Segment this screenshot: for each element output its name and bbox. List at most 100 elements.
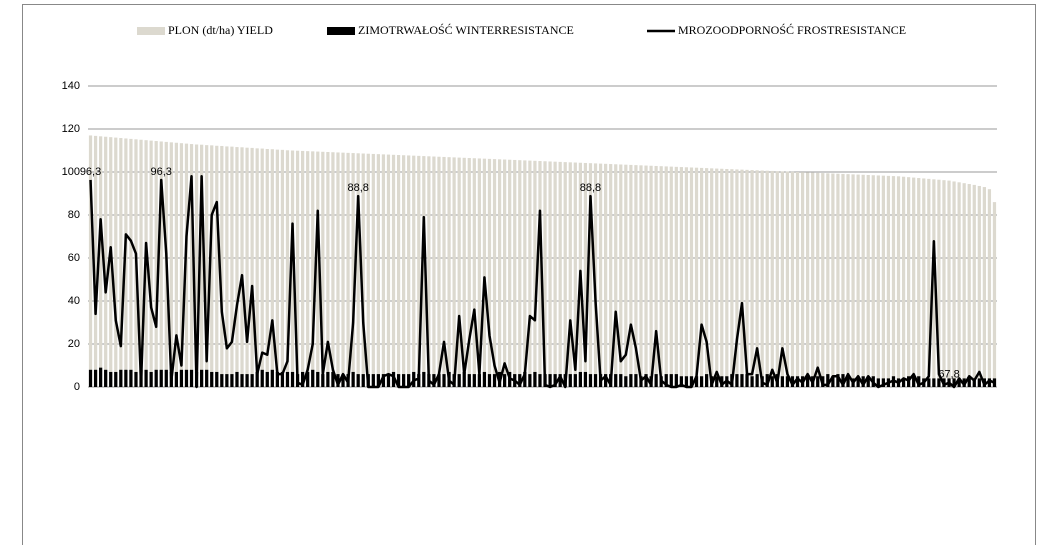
bar — [624, 376, 628, 387]
bar — [932, 378, 936, 387]
bar — [654, 165, 658, 387]
bar — [442, 156, 446, 387]
legend: PLON (dt/ha) YIELD ZIMOTRWAŁOŚĆ WINTERRES… — [137, 23, 906, 37]
bar — [614, 374, 618, 387]
bar — [694, 167, 699, 387]
bar — [270, 369, 274, 387]
bar — [583, 162, 588, 387]
bar — [472, 374, 476, 387]
bar — [649, 165, 653, 387]
bar — [816, 376, 820, 387]
bar — [689, 167, 694, 387]
bar — [114, 137, 118, 387]
bar — [311, 151, 315, 387]
bar — [215, 371, 219, 387]
y-tick-label: 100 — [62, 166, 80, 178]
bar — [407, 155, 411, 387]
bar — [977, 378, 981, 387]
bar — [573, 374, 577, 387]
bar — [710, 168, 714, 387]
bar — [755, 374, 759, 387]
bar — [876, 378, 880, 387]
y-tick-label: 140 — [62, 80, 80, 92]
bar — [139, 139, 143, 387]
bar — [235, 147, 239, 387]
bar — [725, 168, 729, 387]
bar — [987, 378, 992, 387]
bar — [290, 150, 295, 387]
bar — [669, 374, 673, 387]
bar — [351, 153, 355, 387]
bar — [912, 376, 916, 387]
bar — [922, 178, 926, 387]
bar — [927, 378, 931, 387]
bar — [634, 165, 638, 387]
bar — [836, 374, 840, 387]
bar — [472, 158, 476, 387]
bar — [947, 180, 951, 387]
bar — [386, 154, 391, 387]
bar — [492, 159, 497, 387]
bar — [528, 160, 532, 387]
bar — [134, 371, 138, 387]
bar — [770, 170, 774, 387]
bar — [205, 369, 209, 387]
bar — [179, 143, 184, 387]
bar — [811, 172, 815, 387]
legend-swatch — [327, 27, 355, 35]
bar — [119, 369, 123, 387]
bar — [482, 371, 487, 387]
bar — [770, 376, 774, 387]
bar — [240, 147, 244, 387]
bar — [432, 374, 436, 387]
bar — [301, 150, 305, 387]
bar — [901, 176, 906, 387]
bar — [553, 374, 557, 387]
bar — [230, 146, 234, 387]
bar — [927, 178, 931, 387]
bar — [604, 163, 608, 387]
bar — [422, 371, 426, 387]
bar — [250, 147, 254, 387]
bar — [826, 173, 830, 387]
data-label: 88,8 — [347, 182, 368, 194]
bar — [523, 371, 527, 387]
bar — [361, 153, 365, 387]
bar — [513, 159, 517, 387]
bar — [917, 178, 921, 387]
bar — [558, 374, 562, 387]
bar — [437, 156, 441, 387]
bar — [619, 374, 623, 387]
bar — [699, 376, 704, 387]
bar — [508, 159, 512, 387]
bar — [881, 175, 885, 387]
bar — [396, 155, 401, 387]
bar — [957, 182, 961, 387]
bar — [750, 376, 754, 387]
bar — [316, 151, 320, 387]
bar — [422, 156, 426, 387]
bar — [331, 371, 335, 387]
bar — [790, 376, 795, 387]
bar — [442, 374, 446, 387]
bar — [533, 160, 537, 387]
bar — [588, 374, 593, 387]
bar — [518, 374, 522, 387]
bar — [937, 378, 941, 387]
bar — [735, 374, 739, 387]
bar — [346, 152, 350, 387]
bar — [179, 369, 184, 387]
bar — [563, 162, 567, 387]
bar — [235, 371, 239, 387]
bar — [356, 374, 360, 387]
bar — [785, 171, 790, 387]
bar — [694, 376, 699, 387]
bar — [417, 155, 421, 387]
bar — [765, 170, 769, 387]
bar — [503, 374, 507, 387]
bar — [664, 166, 668, 387]
bar — [795, 376, 800, 387]
bar — [866, 175, 870, 387]
bar — [543, 161, 547, 387]
y-tick-label: 60 — [68, 252, 80, 264]
